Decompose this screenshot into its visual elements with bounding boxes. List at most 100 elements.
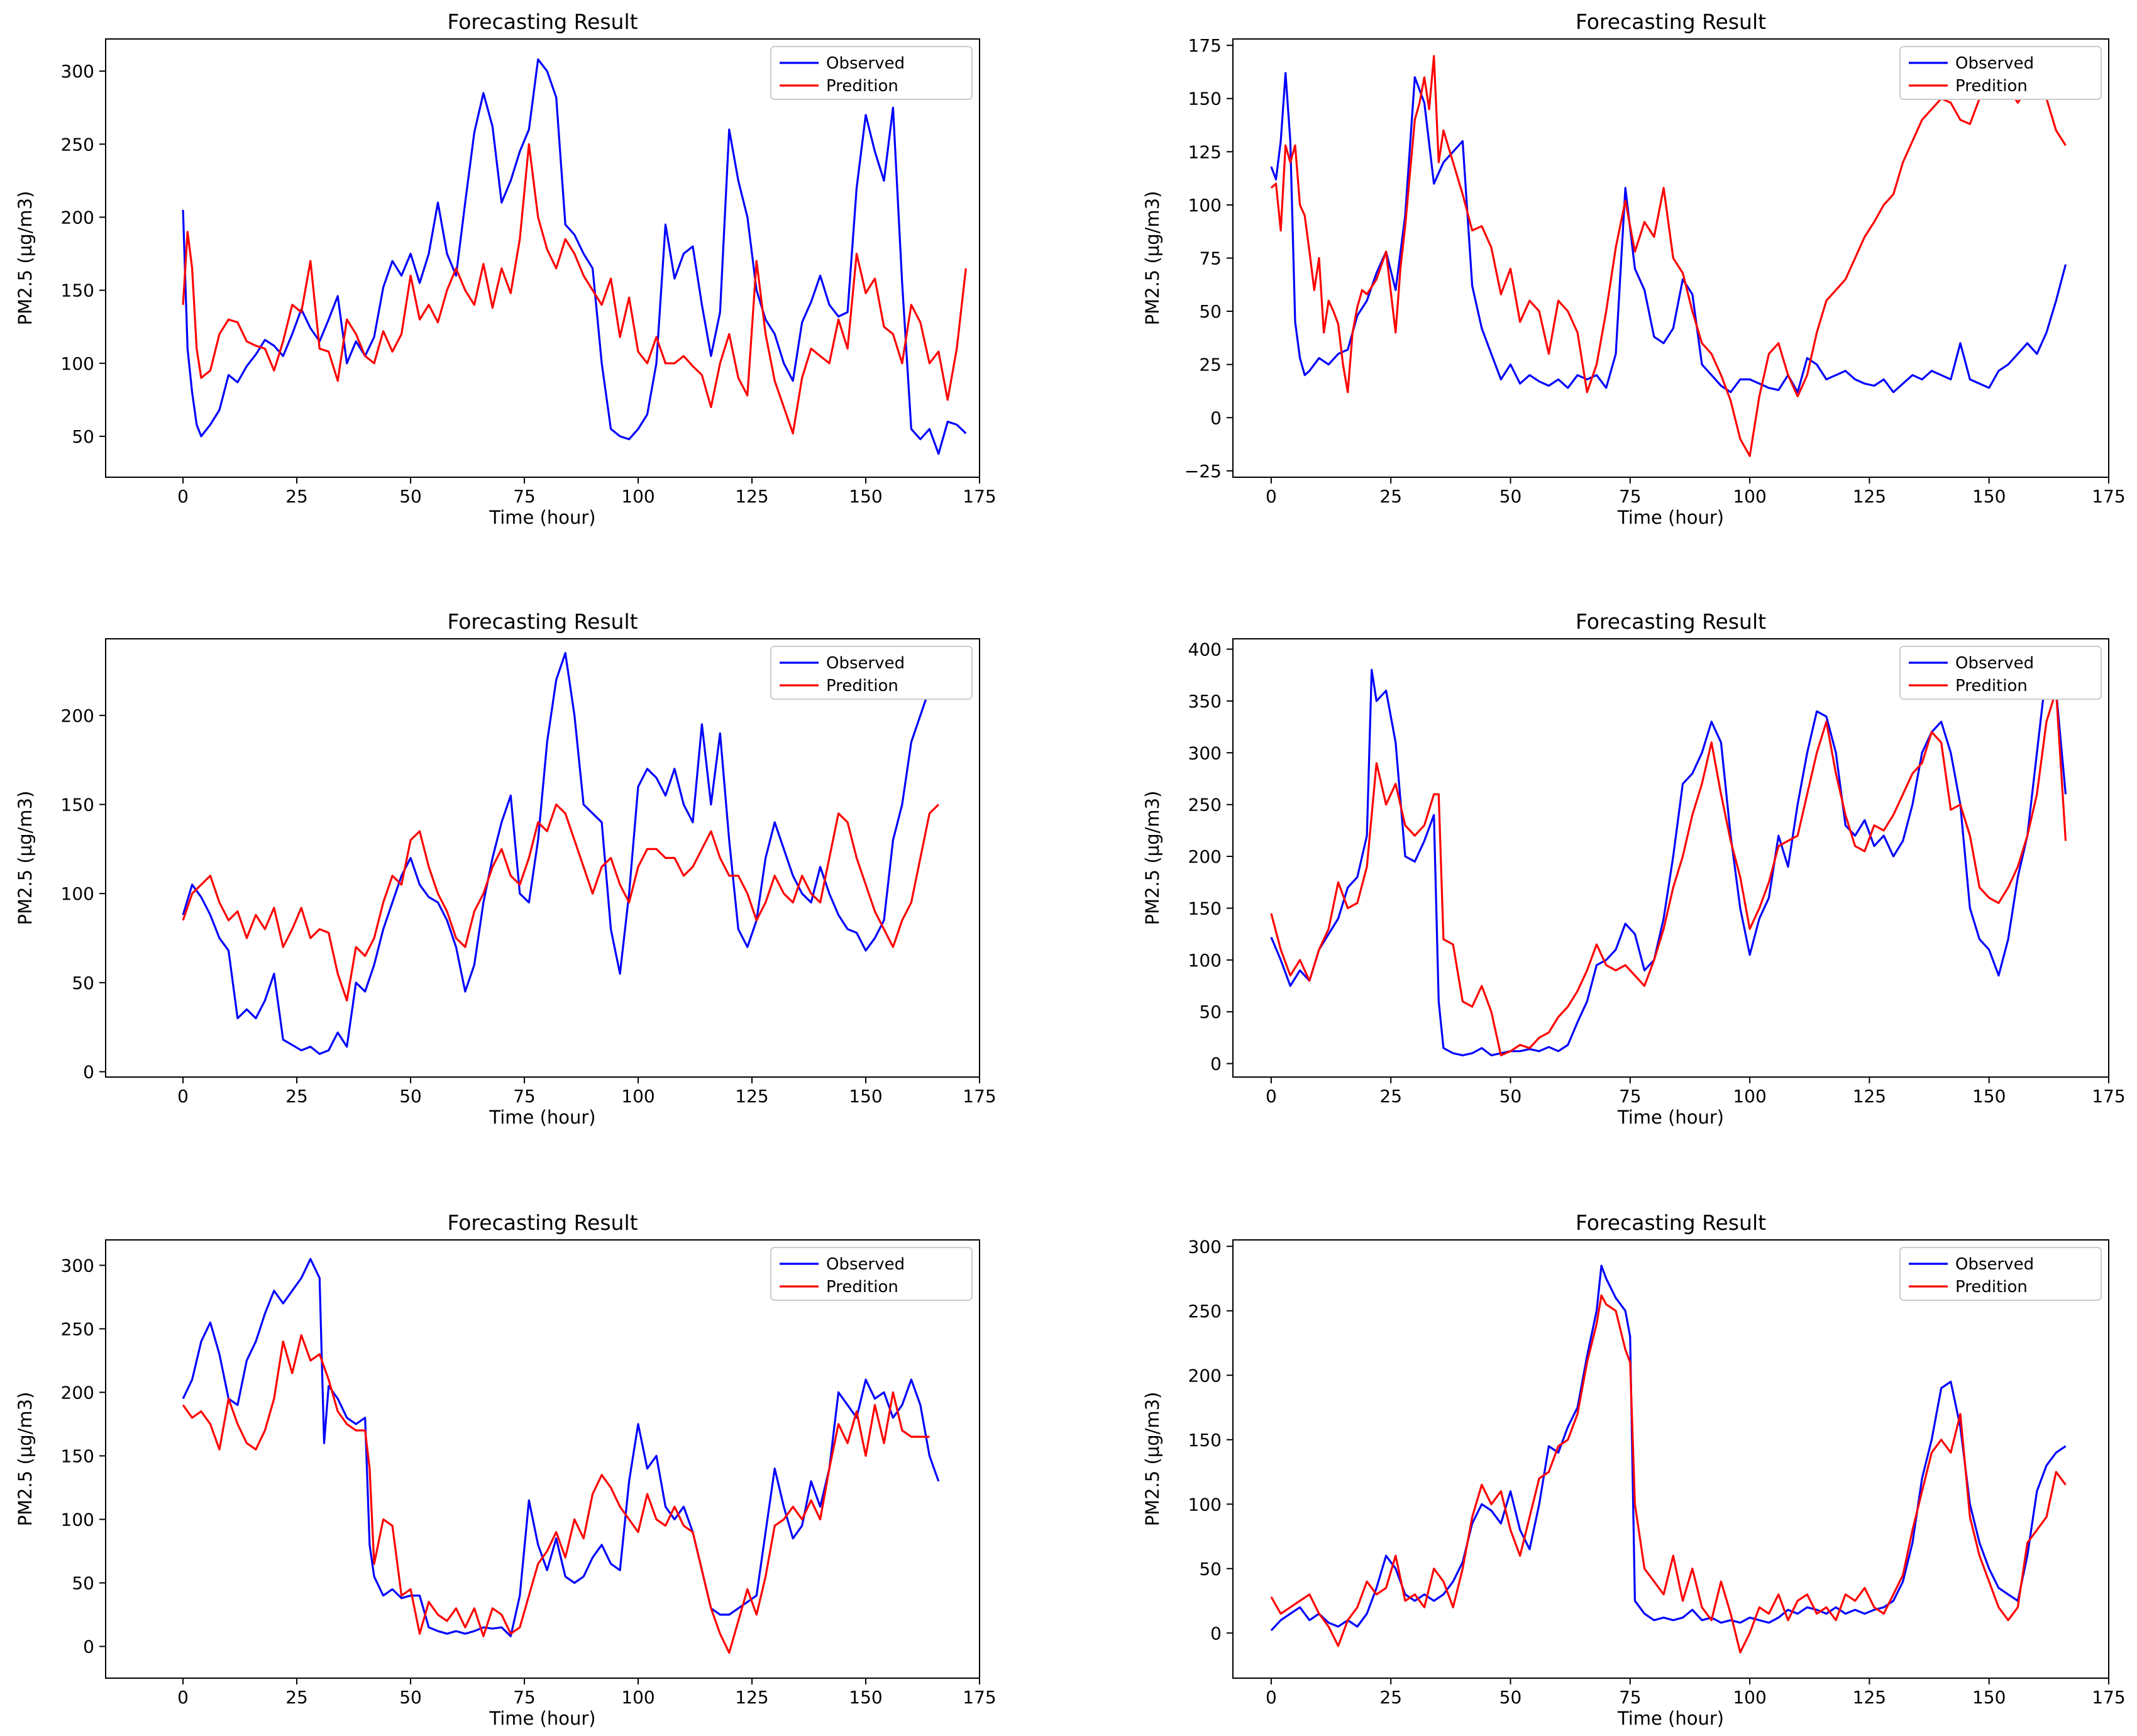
x-tick-label: 150 bbox=[1972, 1687, 2006, 1708]
x-tick-label: 125 bbox=[735, 486, 768, 507]
prediction-series-line bbox=[1270, 689, 2067, 1056]
y-tick-label: 300 bbox=[61, 1255, 94, 1276]
x-tick-label: 25 bbox=[285, 486, 308, 507]
x-tick-label: 75 bbox=[1619, 1687, 1642, 1708]
y-axis-label: PM2.5 (μg/m3) bbox=[14, 1392, 36, 1527]
x-tick-label: 100 bbox=[1733, 1086, 1766, 1107]
observed-series-line bbox=[1270, 72, 2067, 394]
x-axis-label: Time (hour) bbox=[1617, 1708, 1724, 1729]
y-tick-label: 100 bbox=[1188, 950, 1222, 971]
y-tick-label: 50 bbox=[72, 973, 94, 993]
x-tick-label: 100 bbox=[621, 1086, 654, 1107]
y-tick-label: 150 bbox=[1188, 89, 1222, 109]
y-tick-label: 200 bbox=[1188, 846, 1222, 867]
y-tick-label: −25 bbox=[1184, 461, 1222, 482]
chart-panel-3: Forecasting Result 0 25 50 75 100 125 150 175 0 50… bbox=[14, 609, 997, 1128]
y-tick-label: 200 bbox=[61, 1382, 94, 1403]
x-tick-label: 0 bbox=[177, 1687, 189, 1708]
y-axis-label: PM2.5 (μg/m3) bbox=[14, 791, 36, 926]
x-tick-label: 100 bbox=[1733, 1687, 1766, 1708]
axes-frame bbox=[1232, 638, 2109, 1078]
y-tick-label: 400 bbox=[1188, 639, 1222, 660]
y-tick-label: 150 bbox=[61, 795, 94, 815]
observed-series-line bbox=[182, 652, 930, 1055]
x-tick-label: 175 bbox=[963, 486, 996, 507]
y-tick-label: 150 bbox=[61, 1446, 94, 1466]
x-tick-label: 50 bbox=[1499, 486, 1522, 507]
x-tick-label: 25 bbox=[1379, 1687, 1402, 1708]
x-tick-label: 125 bbox=[1853, 1086, 1886, 1107]
prediction-series-line bbox=[182, 143, 967, 434]
legend-prediction-label: Predition bbox=[826, 77, 898, 96]
chart-panel-2: Forecasting Result 0 25 50 75 100 125 150 175 −25… bbox=[1142, 9, 2126, 528]
y-tick-label: 100 bbox=[61, 1509, 94, 1530]
x-tick-label: 150 bbox=[1972, 1086, 2006, 1107]
y-tick-label: 50 bbox=[1199, 1559, 1222, 1579]
x-axis-label: Time (hour) bbox=[489, 507, 595, 528]
x-tick-label: 50 bbox=[1499, 1687, 1522, 1708]
y-tick-label: 0 bbox=[1210, 1623, 1222, 1644]
x-tick-label: 175 bbox=[2092, 1086, 2125, 1107]
y-tick-label: 150 bbox=[61, 280, 94, 301]
legend-box bbox=[1899, 1247, 2102, 1301]
y-tick-label: 175 bbox=[1188, 35, 1222, 56]
chart-title: Forecasting Result bbox=[447, 9, 638, 34]
x-tick-label: 0 bbox=[1266, 1687, 1277, 1708]
legend-observed-label: Observed bbox=[1955, 654, 2034, 673]
prediction-series-line bbox=[182, 803, 939, 1002]
chart-title: Forecasting Result bbox=[1576, 1210, 1766, 1235]
y-tick-label: 150 bbox=[1188, 1430, 1222, 1451]
x-tick-label: 150 bbox=[849, 486, 882, 507]
axes-frame bbox=[1232, 1239, 2109, 1679]
x-axis-label: Time (hour) bbox=[1617, 1107, 1724, 1128]
x-tick-label: 150 bbox=[849, 1687, 882, 1708]
y-tick-label: 50 bbox=[1199, 1002, 1222, 1022]
y-tick-label: 50 bbox=[1199, 301, 1222, 322]
prediction-series-line bbox=[1270, 1294, 2067, 1654]
x-tick-label: 0 bbox=[177, 486, 189, 507]
x-axis-label: Time (hour) bbox=[489, 1708, 595, 1729]
observed-series-line bbox=[182, 1258, 940, 1637]
x-tick-label: 100 bbox=[1733, 486, 1766, 507]
x-tick-label: 175 bbox=[963, 1086, 996, 1107]
y-axis-label: PM2.5 (μg/m3) bbox=[14, 191, 36, 326]
legend-prediction-label: Predition bbox=[1955, 77, 2028, 96]
x-tick-label: 125 bbox=[735, 1687, 768, 1708]
y-tick-label: 125 bbox=[1188, 141, 1222, 162]
x-axis-label: Time (hour) bbox=[1617, 507, 1724, 528]
y-tick-label: 100 bbox=[61, 353, 94, 374]
legend-observed-label: Observed bbox=[1955, 54, 2034, 73]
x-tick-label: 0 bbox=[1266, 486, 1277, 507]
observed-series-line bbox=[1270, 668, 2067, 1056]
y-tick-label: 0 bbox=[83, 1062, 94, 1083]
chart-title: Forecasting Result bbox=[1576, 609, 1766, 634]
y-tick-label: 250 bbox=[1188, 1301, 1222, 1322]
x-tick-label: 50 bbox=[399, 1086, 422, 1107]
y-tick-label: 200 bbox=[61, 207, 94, 228]
y-tick-label: 0 bbox=[1210, 407, 1222, 428]
x-tick-label: 75 bbox=[1619, 486, 1642, 507]
chart-panel-1: Forecasting Result 0 25 50 75 100 125 150 175 50 1… bbox=[14, 9, 997, 528]
legend: Observed Predition bbox=[770, 646, 973, 700]
axes-frame bbox=[105, 38, 980, 478]
legend-prediction-label: Predition bbox=[826, 1278, 898, 1296]
x-tick-label: 75 bbox=[513, 486, 536, 507]
x-tick-label: 75 bbox=[513, 1687, 536, 1708]
y-tick-label: 0 bbox=[1210, 1054, 1222, 1075]
legend: Observed Predition bbox=[1899, 1247, 2102, 1301]
y-axis-label: PM2.5 (μg/m3) bbox=[1142, 791, 1163, 926]
legend-box bbox=[770, 1247, 973, 1301]
axes-frame bbox=[105, 1239, 980, 1679]
y-tick-label: 150 bbox=[1188, 898, 1222, 919]
x-tick-label: 25 bbox=[1379, 486, 1402, 507]
x-tick-label: 25 bbox=[285, 1086, 308, 1107]
x-tick-label: 0 bbox=[177, 1086, 189, 1107]
y-axis-label: PM2.5 (μg/m3) bbox=[1142, 191, 1163, 326]
y-tick-label: 50 bbox=[72, 426, 94, 447]
y-tick-label: 100 bbox=[1188, 1494, 1222, 1515]
x-tick-label: 125 bbox=[735, 1086, 768, 1107]
y-tick-label: 300 bbox=[1188, 1236, 1222, 1257]
legend: Observed Predition bbox=[770, 1247, 973, 1301]
legend-box bbox=[770, 46, 973, 100]
